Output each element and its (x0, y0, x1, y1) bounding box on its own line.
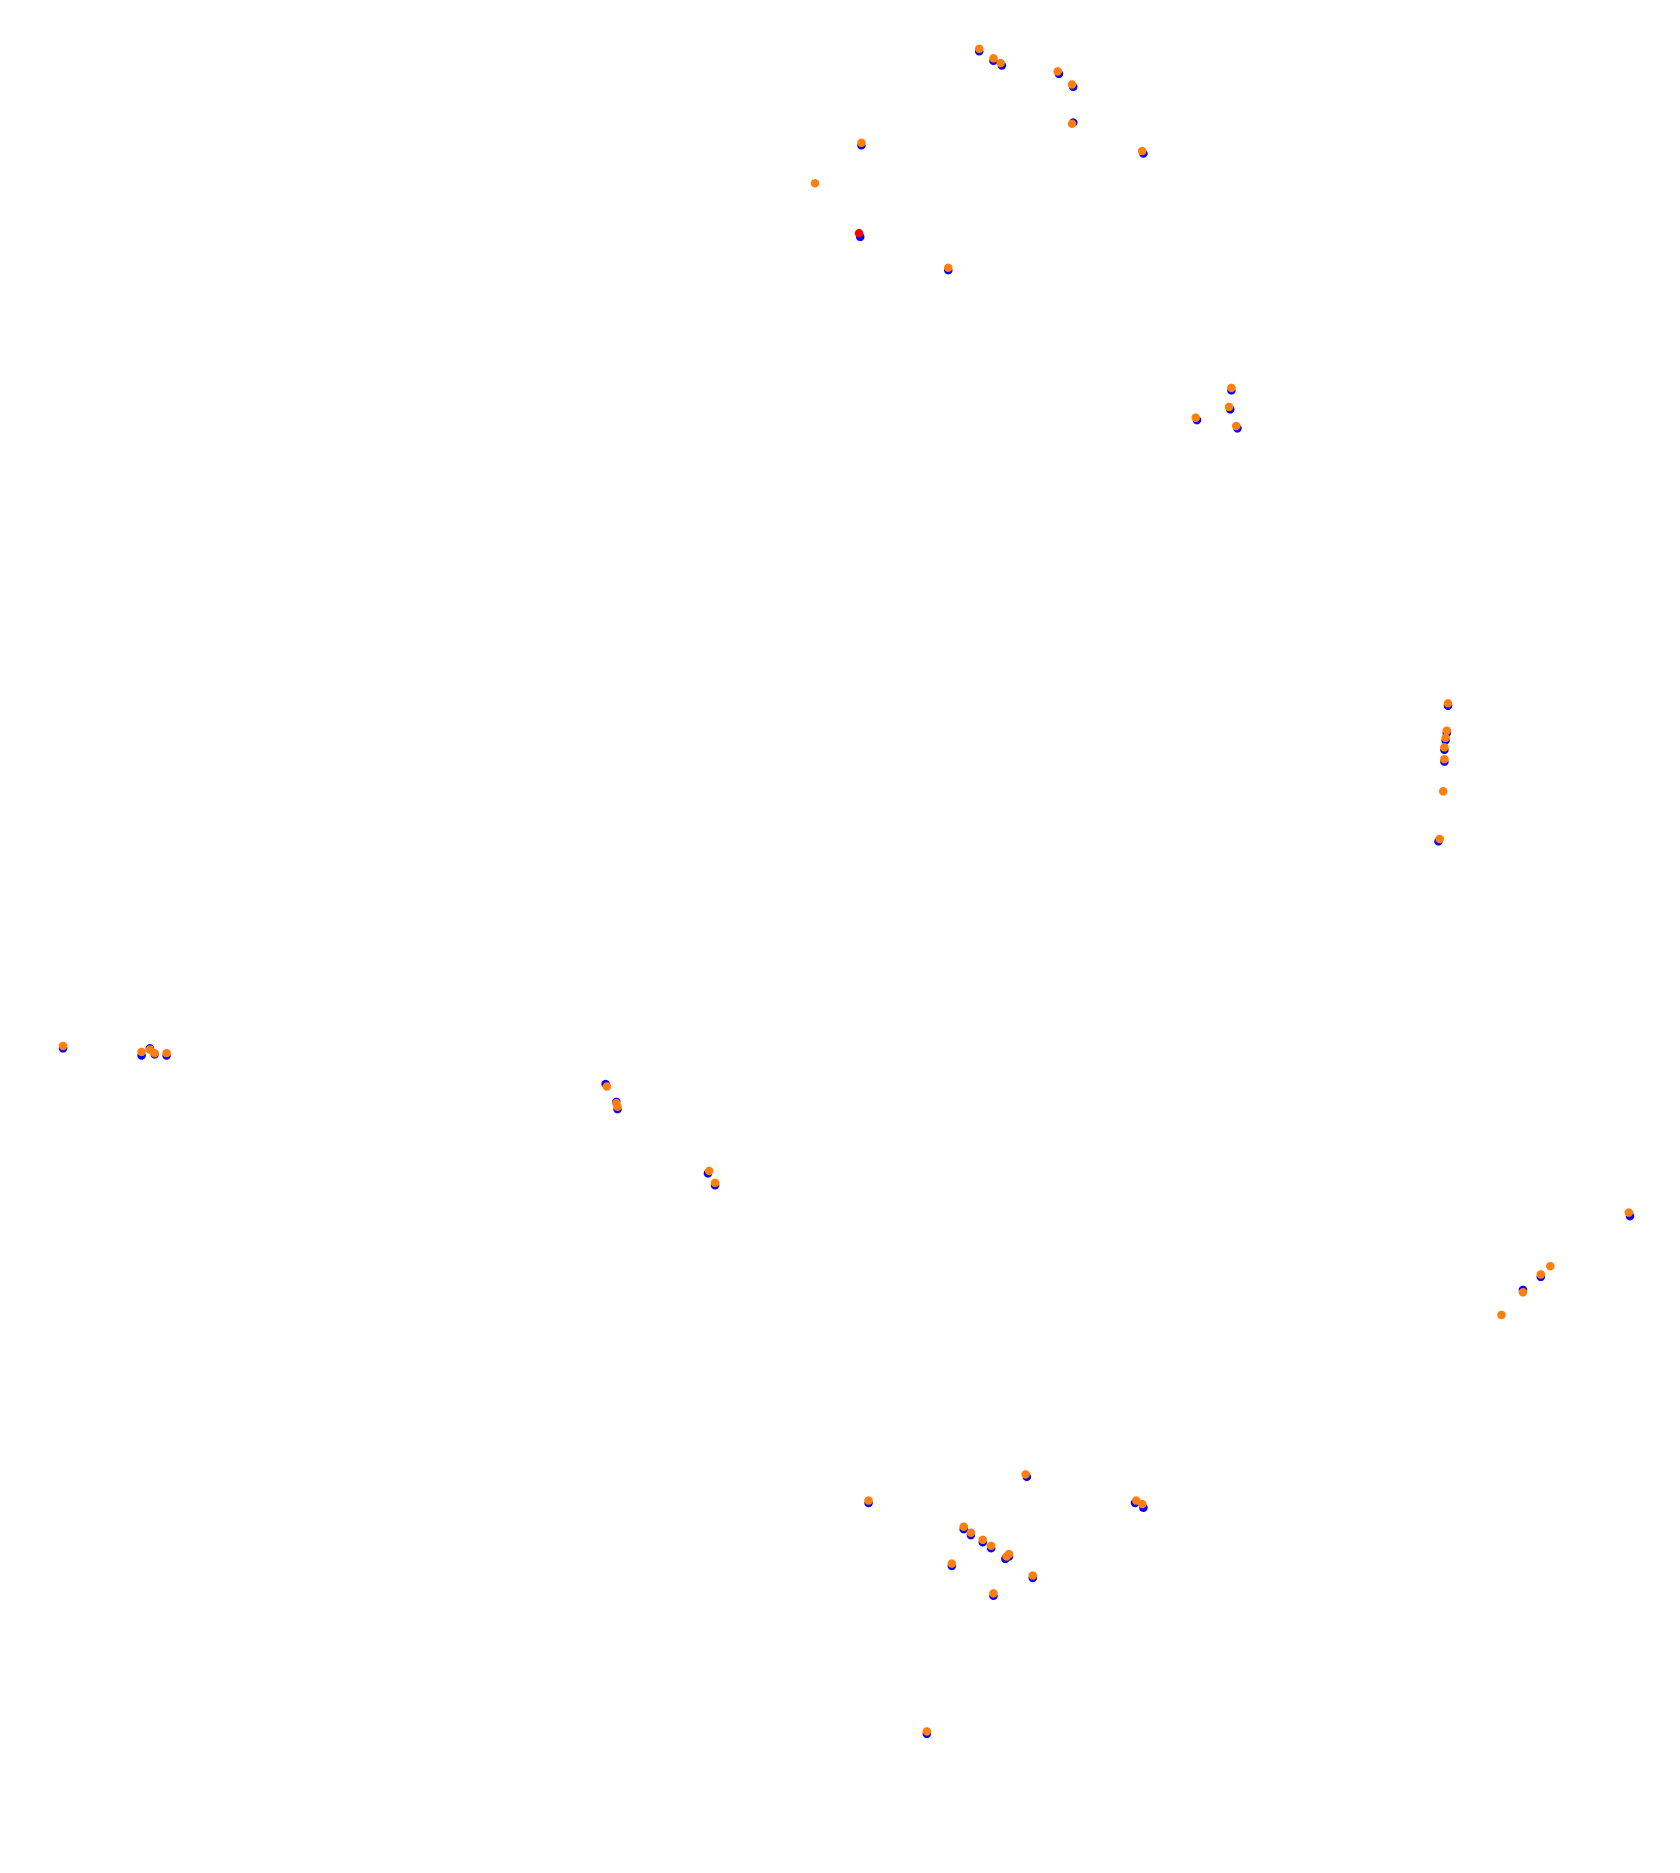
data-point (137, 1047, 146, 1057)
data-point (1067, 80, 1077, 89)
data-point (864, 1496, 873, 1505)
data-point (854, 228, 864, 238)
data-point (1191, 413, 1201, 422)
data-point (602, 1082, 612, 1091)
data-point (986, 1541, 996, 1551)
data-point (1546, 1261, 1555, 1271)
data-point (1067, 119, 1077, 129)
data-point (58, 1041, 68, 1051)
data-point (989, 1589, 998, 1598)
data-point (857, 138, 866, 148)
data-point (1028, 1571, 1038, 1580)
data-point (1137, 146, 1147, 156)
data-point (1438, 787, 1448, 796)
data-point (1435, 834, 1444, 844)
data-point (1441, 733, 1450, 743)
series-2 (854, 228, 864, 238)
data-point (1442, 726, 1452, 735)
series-0 (58, 46, 1635, 1739)
data-point (613, 1102, 622, 1111)
data-point (810, 178, 820, 188)
data-point (1227, 383, 1236, 393)
data-point (943, 263, 953, 273)
data-point (1224, 402, 1234, 412)
data-point (966, 1528, 976, 1537)
data-point (150, 1048, 159, 1058)
data-point (710, 1178, 720, 1188)
data-point (1440, 754, 1449, 764)
data-point (974, 44, 984, 54)
data-point (162, 1048, 171, 1058)
data-point (1021, 1470, 1030, 1479)
data-point (704, 1166, 714, 1176)
data-point (1440, 742, 1449, 752)
data-point (922, 1727, 932, 1736)
data-point (996, 58, 1005, 68)
series-1 (58, 44, 1634, 1736)
data-point (978, 1535, 988, 1545)
data-point (1536, 1270, 1546, 1279)
data-point (1624, 1208, 1634, 1217)
data-point (989, 54, 998, 63)
data-point (1053, 67, 1063, 76)
data-point (947, 1559, 957, 1568)
data-point (1497, 1310, 1506, 1320)
data-point (1443, 698, 1453, 708)
data-point (1137, 1499, 1147, 1509)
data-point (1004, 1549, 1014, 1559)
data-point (959, 1522, 969, 1532)
data-point (1518, 1287, 1528, 1297)
data-point (1231, 421, 1241, 431)
